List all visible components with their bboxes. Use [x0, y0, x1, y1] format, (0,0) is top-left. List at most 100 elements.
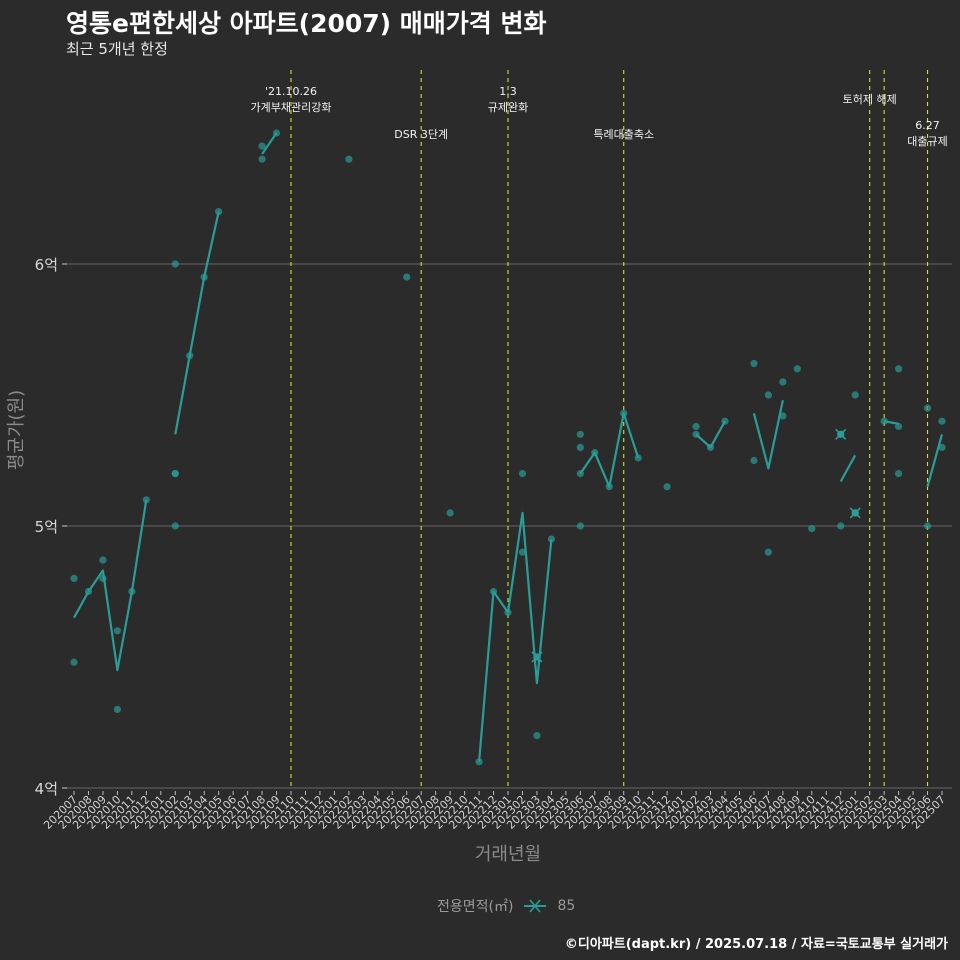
data-point: [620, 409, 628, 417]
data-point: [518, 548, 527, 556]
y-tick-label: 5억: [35, 518, 58, 536]
legend: 전용면적(㎡) 85: [437, 896, 575, 916]
data-point: [99, 574, 107, 583]
cancelled-mark: [531, 651, 543, 663]
series-line: [752, 399, 784, 470]
data-point: [779, 378, 787, 386]
data-point: [692, 422, 700, 431]
data-point: [113, 705, 121, 714]
series-line: [926, 434, 944, 487]
legend-key-icon: [524, 899, 547, 913]
source-caption: ©디아파트(dapt.kr) / 2025.07.18 / 자료=국토교통부 실…: [564, 937, 948, 952]
data-point: [576, 430, 584, 438]
data-point: [576, 522, 584, 530]
data-point: [706, 443, 715, 451]
data-point: [895, 422, 903, 431]
data-point: [475, 758, 483, 766]
series-line: [839, 454, 857, 483]
data-point: [576, 443, 584, 451]
data-point: [533, 732, 541, 740]
data-point: [605, 483, 613, 491]
data-point: [923, 404, 932, 412]
data-point: [128, 587, 136, 596]
policy-label: '21.10.26: [265, 85, 317, 98]
policy-label: 대출규제: [907, 135, 947, 148]
legend-series-label: 85: [557, 898, 576, 914]
data-point: [171, 522, 179, 530]
data-point: [692, 430, 700, 438]
data-point: [171, 470, 179, 478]
series-line: [695, 420, 726, 449]
data-point: [851, 391, 859, 399]
cancelled-mark: [849, 507, 861, 519]
policy-label: 규제완화: [488, 101, 528, 114]
chart-title: 영통e편한세상 아파트(2007) 매매가격 변화: [66, 9, 547, 38]
policy-label: 가계부채관리강화: [251, 101, 332, 114]
data-point: [258, 155, 266, 163]
cancelled-mark: [835, 428, 847, 440]
data-point: [272, 129, 281, 137]
x-axis-ticks: 2020072020082020092020102020112020122021…: [41, 791, 948, 832]
y-tick-label: 6억: [35, 256, 58, 274]
data-point: [837, 522, 845, 530]
data-point: [808, 525, 816, 533]
data-point: [663, 483, 671, 491]
data-point: [186, 352, 194, 360]
data-point: [779, 412, 787, 420]
series-line: [261, 132, 278, 155]
policy-label: 6.27: [915, 119, 940, 132]
series-line: [579, 412, 640, 488]
data-point: [70, 658, 78, 666]
y-axis-ticks: 4억 5억 6억: [35, 256, 67, 798]
data-point: [591, 449, 599, 457]
policy-label: 1.3: [499, 85, 517, 98]
data-point: [938, 443, 946, 451]
data-point: [345, 155, 353, 163]
data-point: [70, 574, 78, 583]
data-point: [895, 365, 903, 373]
policy-label: 토허제 해제: [843, 92, 897, 106]
cancelled-cross: [531, 651, 543, 663]
data-point: [764, 391, 773, 399]
policy-label: 특례대출축소: [593, 128, 654, 141]
series-line: [174, 211, 220, 435]
data-point: [200, 273, 208, 281]
data-point: [938, 417, 946, 425]
series-line: [73, 499, 148, 672]
series-line: [478, 511, 553, 762]
data-point: [446, 509, 454, 517]
legend-title: 전용면적(㎡): [437, 899, 514, 915]
data-point: [880, 417, 888, 425]
x-axis-label: 거래년월: [475, 844, 541, 865]
grid-lines: [62, 263, 952, 789]
data-point: [750, 359, 758, 368]
data-point: [403, 273, 411, 281]
data-point: [576, 470, 584, 478]
cancelled-cross: [849, 507, 861, 519]
data-point: [258, 142, 266, 150]
data-point: [634, 454, 642, 462]
data-point: [547, 535, 556, 543]
data-point: [489, 587, 498, 596]
data-point: [113, 627, 121, 635]
y-tick-label: 4억: [35, 780, 58, 798]
data-point: [793, 365, 801, 373]
data-point: [142, 496, 150, 504]
data-point: [518, 470, 527, 478]
cancelled-cross: [835, 428, 847, 440]
data-point: [215, 208, 223, 216]
data-point: [764, 548, 773, 556]
policy-label: DSR 3단계: [394, 128, 448, 141]
data-point: [504, 608, 512, 617]
data-point: [750, 456, 758, 465]
data-point: [895, 470, 903, 478]
data-point: [99, 556, 107, 564]
transaction-points: [70, 129, 946, 766]
data-point: [721, 417, 729, 425]
chart-subtitle: 최근 5개년 한정: [66, 40, 168, 58]
data-point: [84, 587, 93, 596]
data-point: [923, 522, 932, 530]
y-axis-label: 평균가(원): [6, 390, 27, 470]
